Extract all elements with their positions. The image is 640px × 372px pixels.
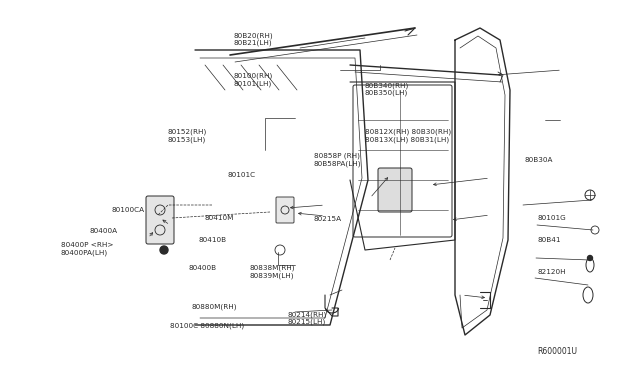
- Text: 80101G: 80101G: [538, 215, 566, 221]
- Text: 80410M: 80410M: [205, 215, 234, 221]
- Text: 80400B: 80400B: [189, 265, 217, 271]
- Circle shape: [588, 256, 593, 260]
- Text: 80B30A: 80B30A: [525, 157, 554, 163]
- Text: 80100C 80880N(LH): 80100C 80880N(LH): [170, 322, 244, 329]
- Text: 80880M(RH): 80880M(RH): [192, 304, 237, 310]
- Text: 80100(RH)
80101(LH): 80100(RH) 80101(LH): [234, 73, 273, 87]
- Circle shape: [160, 246, 168, 254]
- Text: 80838M(RH)
80839M(LH): 80838M(RH) 80839M(LH): [250, 264, 295, 279]
- FancyBboxPatch shape: [146, 196, 174, 244]
- Text: 80400P <RH>
80400PA(LH): 80400P <RH> 80400PA(LH): [61, 243, 113, 256]
- Text: 80100CA: 80100CA: [112, 207, 145, 213]
- Text: 80101C: 80101C: [227, 172, 255, 178]
- Text: 80400A: 80400A: [90, 228, 118, 234]
- FancyBboxPatch shape: [378, 168, 412, 212]
- Text: 80858P (RH)
80B58PA(LH): 80858P (RH) 80B58PA(LH): [314, 153, 361, 167]
- Text: 80215A: 80215A: [314, 217, 342, 222]
- Text: 80152(RH)
80153(LH): 80152(RH) 80153(LH): [168, 129, 207, 143]
- Text: 80214(RH)
80215(LH): 80214(RH) 80215(LH): [288, 311, 327, 325]
- Text: 80B41: 80B41: [538, 237, 561, 243]
- Text: 82120H: 82120H: [538, 269, 566, 275]
- FancyBboxPatch shape: [276, 197, 294, 223]
- Text: 80B20(RH)
80B21(LH): 80B20(RH) 80B21(LH): [234, 32, 273, 46]
- Text: 80812X(RH) 80B30(RH)
80813X(LH) 80B31(LH): 80812X(RH) 80B30(RH) 80813X(LH) 80B31(LH…: [365, 129, 451, 143]
- Text: R600001U: R600001U: [538, 347, 578, 356]
- Text: 80B340(RH)
80B350(LH): 80B340(RH) 80B350(LH): [365, 82, 409, 96]
- FancyBboxPatch shape: [353, 85, 452, 237]
- Text: 80410B: 80410B: [198, 237, 227, 243]
